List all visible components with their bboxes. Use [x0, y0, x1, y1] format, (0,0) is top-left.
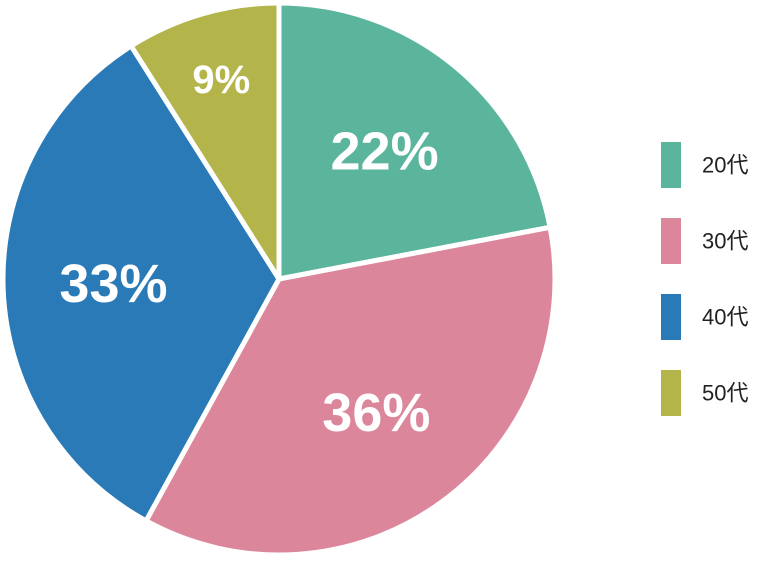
pie-slice	[0, 43, 282, 524]
pie-slice	[276, 0, 553, 282]
legend-label: 20代	[702, 153, 748, 178]
legend-label: 30代	[702, 229, 748, 254]
data-label: 22%	[331, 121, 439, 181]
data-label: 9%	[192, 58, 250, 102]
data-label: 33%	[59, 254, 167, 314]
legend-swatch	[661, 142, 681, 188]
pie-slice	[143, 224, 558, 558]
data-label: 36%	[322, 383, 430, 443]
legend-label: 40代	[702, 305, 748, 330]
legend-swatch	[661, 370, 681, 416]
pie-slice	[128, 0, 282, 282]
legend-label: 50代	[702, 381, 748, 406]
legend-swatch	[661, 218, 681, 264]
legend-swatch	[661, 294, 681, 340]
